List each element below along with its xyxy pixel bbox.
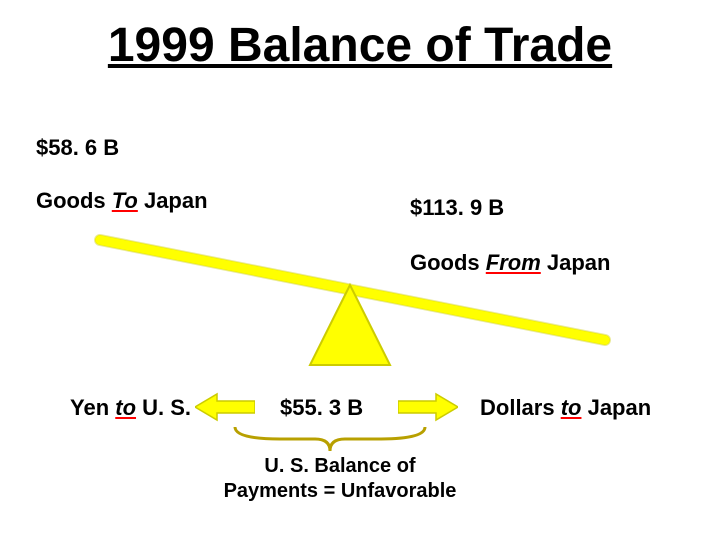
brace-icon <box>230 425 430 453</box>
left-amount-label: $58. 6 B <box>36 135 119 161</box>
yen-to-us-label: Yen to U. S. <box>70 395 191 421</box>
dollars-pre: Dollars <box>480 395 561 420</box>
goods-to-pre: Goods <box>36 188 112 213</box>
seesaw-diagram <box>60 230 620 370</box>
right-amount-label: $113. 9 B <box>410 195 504 221</box>
dollars-post: Japan <box>581 395 651 420</box>
dollars-to-japan-label: Dollars to Japan <box>480 395 651 421</box>
conclusion-line2: Payments = Unfavorable <box>190 480 490 503</box>
yen-emph: to <box>115 395 136 420</box>
page-title: 1999 Balance of Trade <box>0 18 720 73</box>
yen-pre: Yen <box>70 395 115 420</box>
goods-to-japan-label: Goods To Japan <box>36 188 208 214</box>
yen-post: U. S. <box>136 395 191 420</box>
conclusion-line1: U. S. Balance of <box>210 455 470 478</box>
arrow-left-icon <box>195 392 255 422</box>
diff-amount-label: $55. 3 B <box>280 395 363 421</box>
goods-to-emph: To <box>112 188 138 213</box>
arrow-right-icon <box>398 392 458 422</box>
goods-to-post: Japan <box>138 188 208 213</box>
dollars-emph: to <box>561 395 582 420</box>
